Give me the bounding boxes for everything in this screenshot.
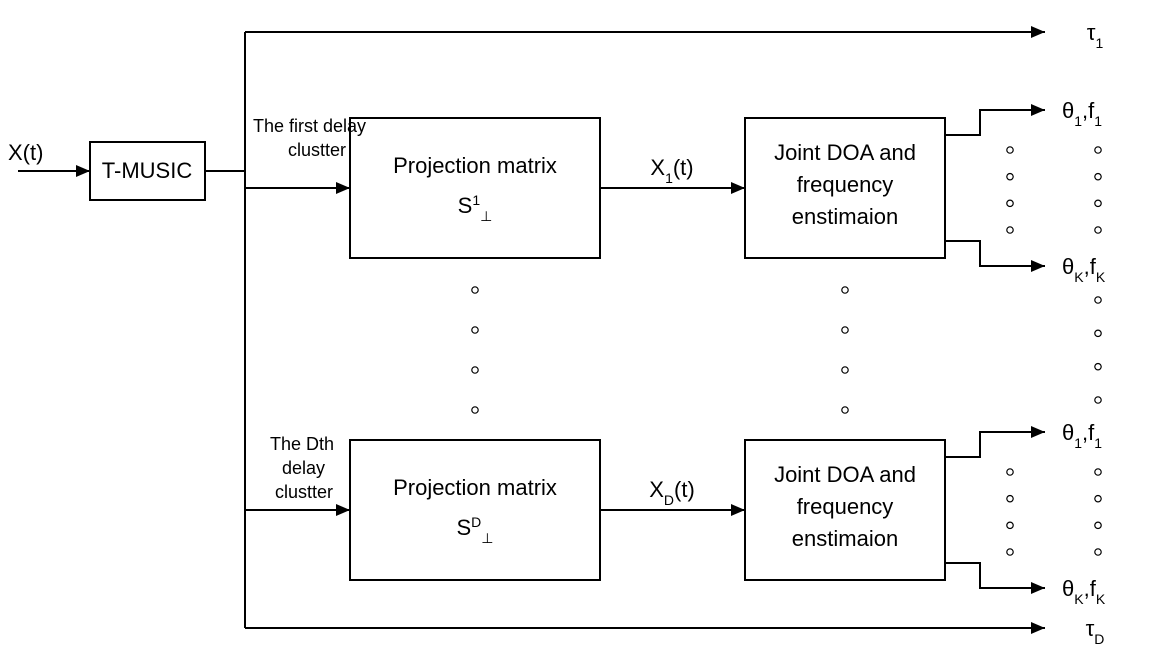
label-tauD: τD [1086, 616, 1105, 647]
vdots-5 [1095, 397, 1101, 403]
vdots-4 [1095, 200, 1101, 206]
arrow-j1a [1031, 104, 1045, 116]
vdots-1 [842, 367, 848, 373]
wire-j1b [945, 241, 1045, 266]
label-cl2b: delay [282, 458, 325, 478]
vdots-5 [1095, 363, 1101, 369]
vdots-0 [472, 407, 478, 413]
vdots-4 [1095, 147, 1101, 153]
block-label-proj2: Projection matrix [393, 475, 557, 500]
wire-j2a [945, 432, 1045, 457]
block-label-joint2: frequency [797, 494, 894, 519]
block-label-joint1: enstimaion [792, 204, 898, 229]
vdots-0 [472, 327, 478, 333]
label-cl2a: The Dth [270, 434, 334, 454]
vdots-2 [1007, 200, 1013, 206]
label-XDt: XD(t) [649, 477, 695, 508]
block-proj1 [350, 118, 600, 258]
label-Xt: X(t) [8, 140, 43, 165]
block-label-joint2: Joint DOA and [774, 462, 916, 487]
block-proj2 [350, 440, 600, 580]
label-cl1a: The first delay [253, 116, 366, 136]
vdots-5 [1095, 297, 1101, 303]
vdots-1 [842, 327, 848, 333]
vdots-6 [1095, 469, 1101, 475]
vdots-3 [1007, 522, 1013, 528]
arrow-xD [731, 504, 745, 516]
arrow-j1b [1031, 260, 1045, 272]
block-label-joint2: enstimaion [792, 526, 898, 551]
vdots-3 [1007, 469, 1013, 475]
vdots-2 [1007, 147, 1013, 153]
label-o11: θ1,f1 [1062, 98, 1102, 129]
vdots-6 [1095, 495, 1101, 501]
block-label-tmusic: T-MUSIC [102, 158, 193, 183]
vdots-4 [1095, 227, 1101, 233]
block-label-joint1: frequency [797, 172, 894, 197]
label-tau1: τ1 [1087, 20, 1104, 51]
block-label-proj1: Projection matrix [393, 153, 557, 178]
vdots-3 [1007, 495, 1013, 501]
vdots-1 [842, 287, 848, 293]
label-cl1b: clustter [288, 140, 346, 160]
vdots-0 [472, 367, 478, 373]
arrow-x1 [731, 182, 745, 194]
vdots-2 [1007, 173, 1013, 179]
block-label-proj1: S1⊥ [458, 192, 493, 224]
arrow-j2a [1031, 426, 1045, 438]
wire-j2b [945, 563, 1045, 588]
label-o21: θ1,f1 [1062, 420, 1102, 451]
arrow-to-proj2 [336, 504, 350, 516]
block-label-joint1: Joint DOA and [774, 140, 916, 165]
vdots-2 [1007, 227, 1013, 233]
arrow-tau1 [1031, 26, 1045, 38]
wire-j1a [945, 110, 1045, 135]
arrow-in [76, 165, 90, 177]
label-X1t: X1(t) [650, 155, 693, 186]
arrow-j2b [1031, 582, 1045, 594]
vdots-5 [1095, 330, 1101, 336]
vdots-6 [1095, 549, 1101, 555]
arrow-to-proj1 [336, 182, 350, 194]
vdots-0 [472, 287, 478, 293]
vdots-4 [1095, 173, 1101, 179]
label-cl2c: clustter [275, 482, 333, 502]
vdots-1 [842, 407, 848, 413]
vdots-6 [1095, 522, 1101, 528]
vdots-3 [1007, 549, 1013, 555]
label-o22: θK,fK [1062, 576, 1106, 607]
arrow-tauD [1031, 622, 1045, 634]
block-label-proj2: SD⊥ [456, 514, 493, 546]
label-o12: θK,fK [1062, 254, 1106, 285]
